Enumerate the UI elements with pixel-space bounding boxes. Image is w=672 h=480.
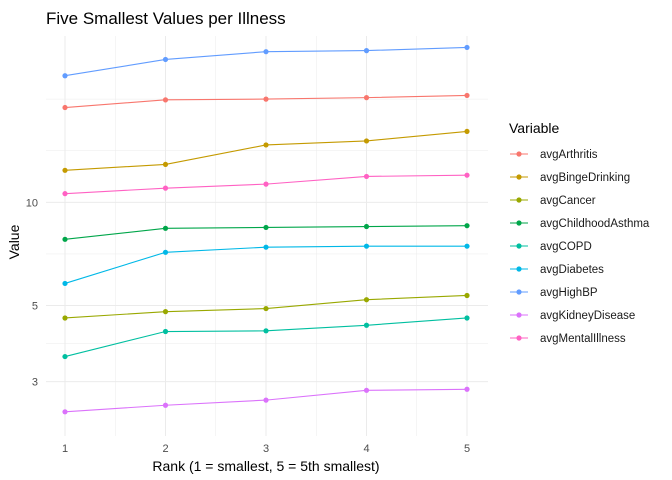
legend-item: avgDiabetes — [510, 264, 604, 276]
x-tick-label: 2 — [162, 443, 168, 455]
data-point — [263, 328, 269, 334]
data-point — [363, 322, 370, 328]
data-point — [363, 297, 370, 303]
legend-title: Variable — [509, 120, 560, 136]
data-point — [62, 315, 68, 321]
series-layer — [62, 44, 470, 415]
data-point — [263, 305, 269, 312]
data-point — [62, 191, 68, 197]
data-point — [464, 172, 470, 178]
legend-item: avgChildhoodAsthma — [510, 218, 650, 230]
data-point — [263, 96, 269, 102]
data-point — [263, 181, 269, 187]
legend-item: avgCancer — [510, 195, 596, 207]
legend-label: avgDiabetes — [540, 264, 604, 276]
x-axis-title: Rank (1 = smallest, 5 = 5th smallest) — [152, 458, 379, 474]
data-point — [363, 95, 370, 101]
legend-key-point — [516, 266, 522, 272]
x-tick-label: 5 — [464, 443, 470, 455]
series-avgKidneyDisease — [62, 386, 470, 415]
data-point — [363, 138, 370, 144]
data-point — [162, 97, 169, 103]
legend-items: avgArthritis avgBingeDrinking avgCancer avg… — [510, 149, 650, 345]
data-point — [162, 328, 169, 335]
data-point — [62, 236, 68, 242]
x-tick-label: 1 — [62, 443, 68, 455]
data-point — [62, 353, 68, 360]
legend-label: avgCOPD — [540, 241, 592, 253]
x-tick-label: 4 — [363, 443, 369, 455]
legend: Variable avgArthritisavgBingeDrinkingavg… — [509, 120, 650, 345]
data-point — [464, 128, 470, 135]
legend-key-point — [516, 312, 522, 318]
series-avgCOPD — [62, 315, 470, 360]
data-point — [464, 386, 470, 392]
legend-label: avgArthritis — [540, 149, 598, 161]
legend-key-point — [516, 220, 522, 226]
legend-key-point — [516, 197, 522, 203]
data-point — [464, 243, 470, 249]
data-point — [62, 73, 68, 79]
y-axis-title: Value — [6, 224, 22, 259]
data-point — [62, 104, 68, 111]
data-point — [464, 92, 470, 99]
data-point — [62, 167, 68, 173]
legend-key-point — [516, 335, 522, 341]
data-point — [162, 161, 169, 168]
data-point — [62, 409, 68, 415]
legend-label: avgBingeDrinking — [540, 172, 630, 184]
data-point — [363, 243, 370, 249]
legend-label: avgKidneyDisease — [540, 310, 635, 322]
legend-label: avgCancer — [540, 195, 596, 207]
y-tick-label: 10 — [26, 197, 38, 209]
x-tick-label: 3 — [263, 443, 269, 455]
data-point — [162, 56, 169, 63]
data-point — [162, 225, 169, 231]
data-point — [464, 315, 470, 321]
data-point — [263, 397, 269, 403]
data-point — [464, 292, 470, 299]
data-point — [263, 224, 269, 231]
legend-item: avgHighBP — [510, 287, 598, 299]
legend-label: avgMentalIllness — [540, 333, 626, 345]
data-point — [263, 244, 269, 250]
tick-labels: 1 2 3 4 5 3 5 10 — [26, 197, 470, 455]
series-avgArthritis — [62, 92, 470, 111]
data-point — [162, 249, 169, 255]
data-point — [464, 223, 470, 229]
data-point — [363, 223, 370, 230]
legend-label: avgChildhoodAsthma — [540, 218, 650, 230]
series-avgBingeDrinking — [62, 128, 470, 173]
data-point — [363, 173, 370, 180]
legend-label: avgHighBP — [540, 287, 598, 299]
series-avgChildhoodAsthma — [62, 223, 470, 242]
legend-key-point — [516, 151, 522, 157]
data-point — [363, 48, 370, 54]
data-point — [263, 142, 269, 148]
legend-item: avgKidneyDisease — [510, 310, 635, 322]
series-avgCancer — [62, 292, 470, 321]
legend-item: avgBingeDrinking — [510, 172, 630, 184]
series-avgHighBP — [62, 44, 470, 79]
data-point — [363, 387, 370, 393]
legend-key-point — [516, 243, 522, 249]
legend-item: avgCOPD — [510, 241, 592, 253]
legend-item: avgMentalIllness — [510, 333, 626, 345]
legend-key-point — [516, 174, 522, 180]
y-tick-label: 5 — [32, 301, 38, 313]
chart-title: Five Smallest Values per Illness — [46, 9, 286, 28]
data-point — [162, 185, 169, 191]
data-point — [162, 309, 169, 315]
data-point — [263, 49, 269, 55]
y-tick-label: 3 — [32, 377, 38, 389]
series-avgMentalIllness — [62, 172, 470, 197]
legend-item: avgArthritis — [510, 149, 598, 161]
data-point — [464, 44, 470, 51]
data-point — [62, 280, 68, 287]
legend-key-point — [516, 289, 522, 295]
series-avgDiabetes — [62, 243, 470, 287]
data-point — [162, 402, 169, 408]
